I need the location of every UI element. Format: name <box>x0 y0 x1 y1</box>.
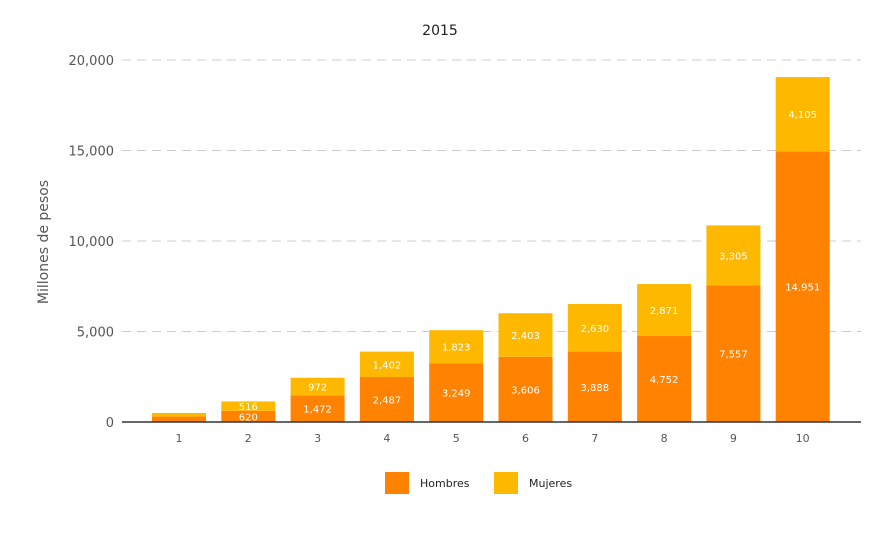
y-tick-label: 5,000 <box>77 326 114 341</box>
x-tick-label: 5 <box>453 432 460 445</box>
data-label: 1,823 <box>442 343 471 354</box>
data-label: 2,630 <box>580 324 609 335</box>
bar-mujeres-10 <box>775 77 830 152</box>
legend-item-hombres[interactable]: Hombres <box>385 472 470 494</box>
bars <box>152 77 830 422</box>
chart-title: 2015 <box>422 23 458 39</box>
data-label: 516 <box>239 402 258 413</box>
y-tick-label: 20,000 <box>69 54 115 69</box>
bar-mujeres-8 <box>637 284 692 336</box>
bar-hombres-6 <box>498 356 553 422</box>
data-label: 7,557 <box>719 350 748 361</box>
bar-hombres-5 <box>429 363 484 422</box>
bar-mujeres-9 <box>706 225 761 286</box>
legend: Hombres Mujeres <box>385 472 572 494</box>
y-tick-label: 10,000 <box>69 235 115 250</box>
x-tick-label: 1 <box>176 432 183 445</box>
bar-hombres-8 <box>637 335 692 422</box>
x-tick-label: 2 <box>245 432 252 445</box>
bar-mujeres-7 <box>567 304 622 352</box>
x-axis-ticks: 1 2 3 4 5 6 7 8 9 10 <box>176 432 810 445</box>
data-label: 3,305 <box>719 251 748 262</box>
data-label: 4,752 <box>650 375 679 386</box>
data-label: 2,403 <box>511 331 540 342</box>
legend-label: Mujeres <box>529 477 572 490</box>
x-tick-label: 4 <box>383 432 390 445</box>
bar-mujeres-1 <box>152 412 206 417</box>
bar-hombres-2 <box>221 410 276 422</box>
bar-mujeres-6 <box>498 313 553 357</box>
legend-label: Hombres <box>420 477 470 490</box>
data-label: 3,249 <box>442 389 471 400</box>
data-label: 14,951 <box>785 283 820 294</box>
data-label: 1,472 <box>303 405 332 416</box>
bar-hombres-4 <box>359 376 414 422</box>
bar-mujeres-4 <box>359 351 414 377</box>
bar-hombres-3 <box>290 395 345 422</box>
y-axis-ticks: 0 5,000 10,000 15,000 20,000 <box>69 54 115 431</box>
data-label: 2,487 <box>373 395 402 406</box>
x-tick-label: 3 <box>314 432 321 445</box>
data-label: 972 <box>308 383 327 394</box>
bar-hombres-9 <box>706 285 761 422</box>
bar-mujeres-2 <box>221 401 276 411</box>
bar-mujeres-3 <box>290 377 345 396</box>
data-label: 3,888 <box>580 383 609 394</box>
legend-swatch <box>385 472 409 494</box>
bar-hombres-7 <box>567 351 622 422</box>
data-label: 2,871 <box>650 306 679 317</box>
legend-item-mujeres[interactable]: Mujeres <box>494 472 572 494</box>
x-tick-label: 10 <box>796 432 810 445</box>
y-tick-label: 0 <box>106 416 114 431</box>
y-axis-label: Millones de pesos <box>36 180 52 304</box>
y-tick-label: 15,000 <box>69 145 115 160</box>
legend-swatch <box>494 472 518 494</box>
data-label: 3,606 <box>511 385 540 396</box>
data-label: 620 <box>239 412 258 423</box>
x-tick-label: 7 <box>591 432 598 445</box>
bar-hombres-10 <box>775 151 830 422</box>
bar-mujeres-5 <box>429 330 484 364</box>
x-tick-label: 6 <box>522 432 529 445</box>
x-tick-label: 8 <box>661 432 668 445</box>
x-tick-label: 9 <box>730 432 737 445</box>
data-label: 1,402 <box>373 360 402 371</box>
data-label: 4,105 <box>788 110 817 121</box>
bar-hombres-1 <box>152 416 206 422</box>
